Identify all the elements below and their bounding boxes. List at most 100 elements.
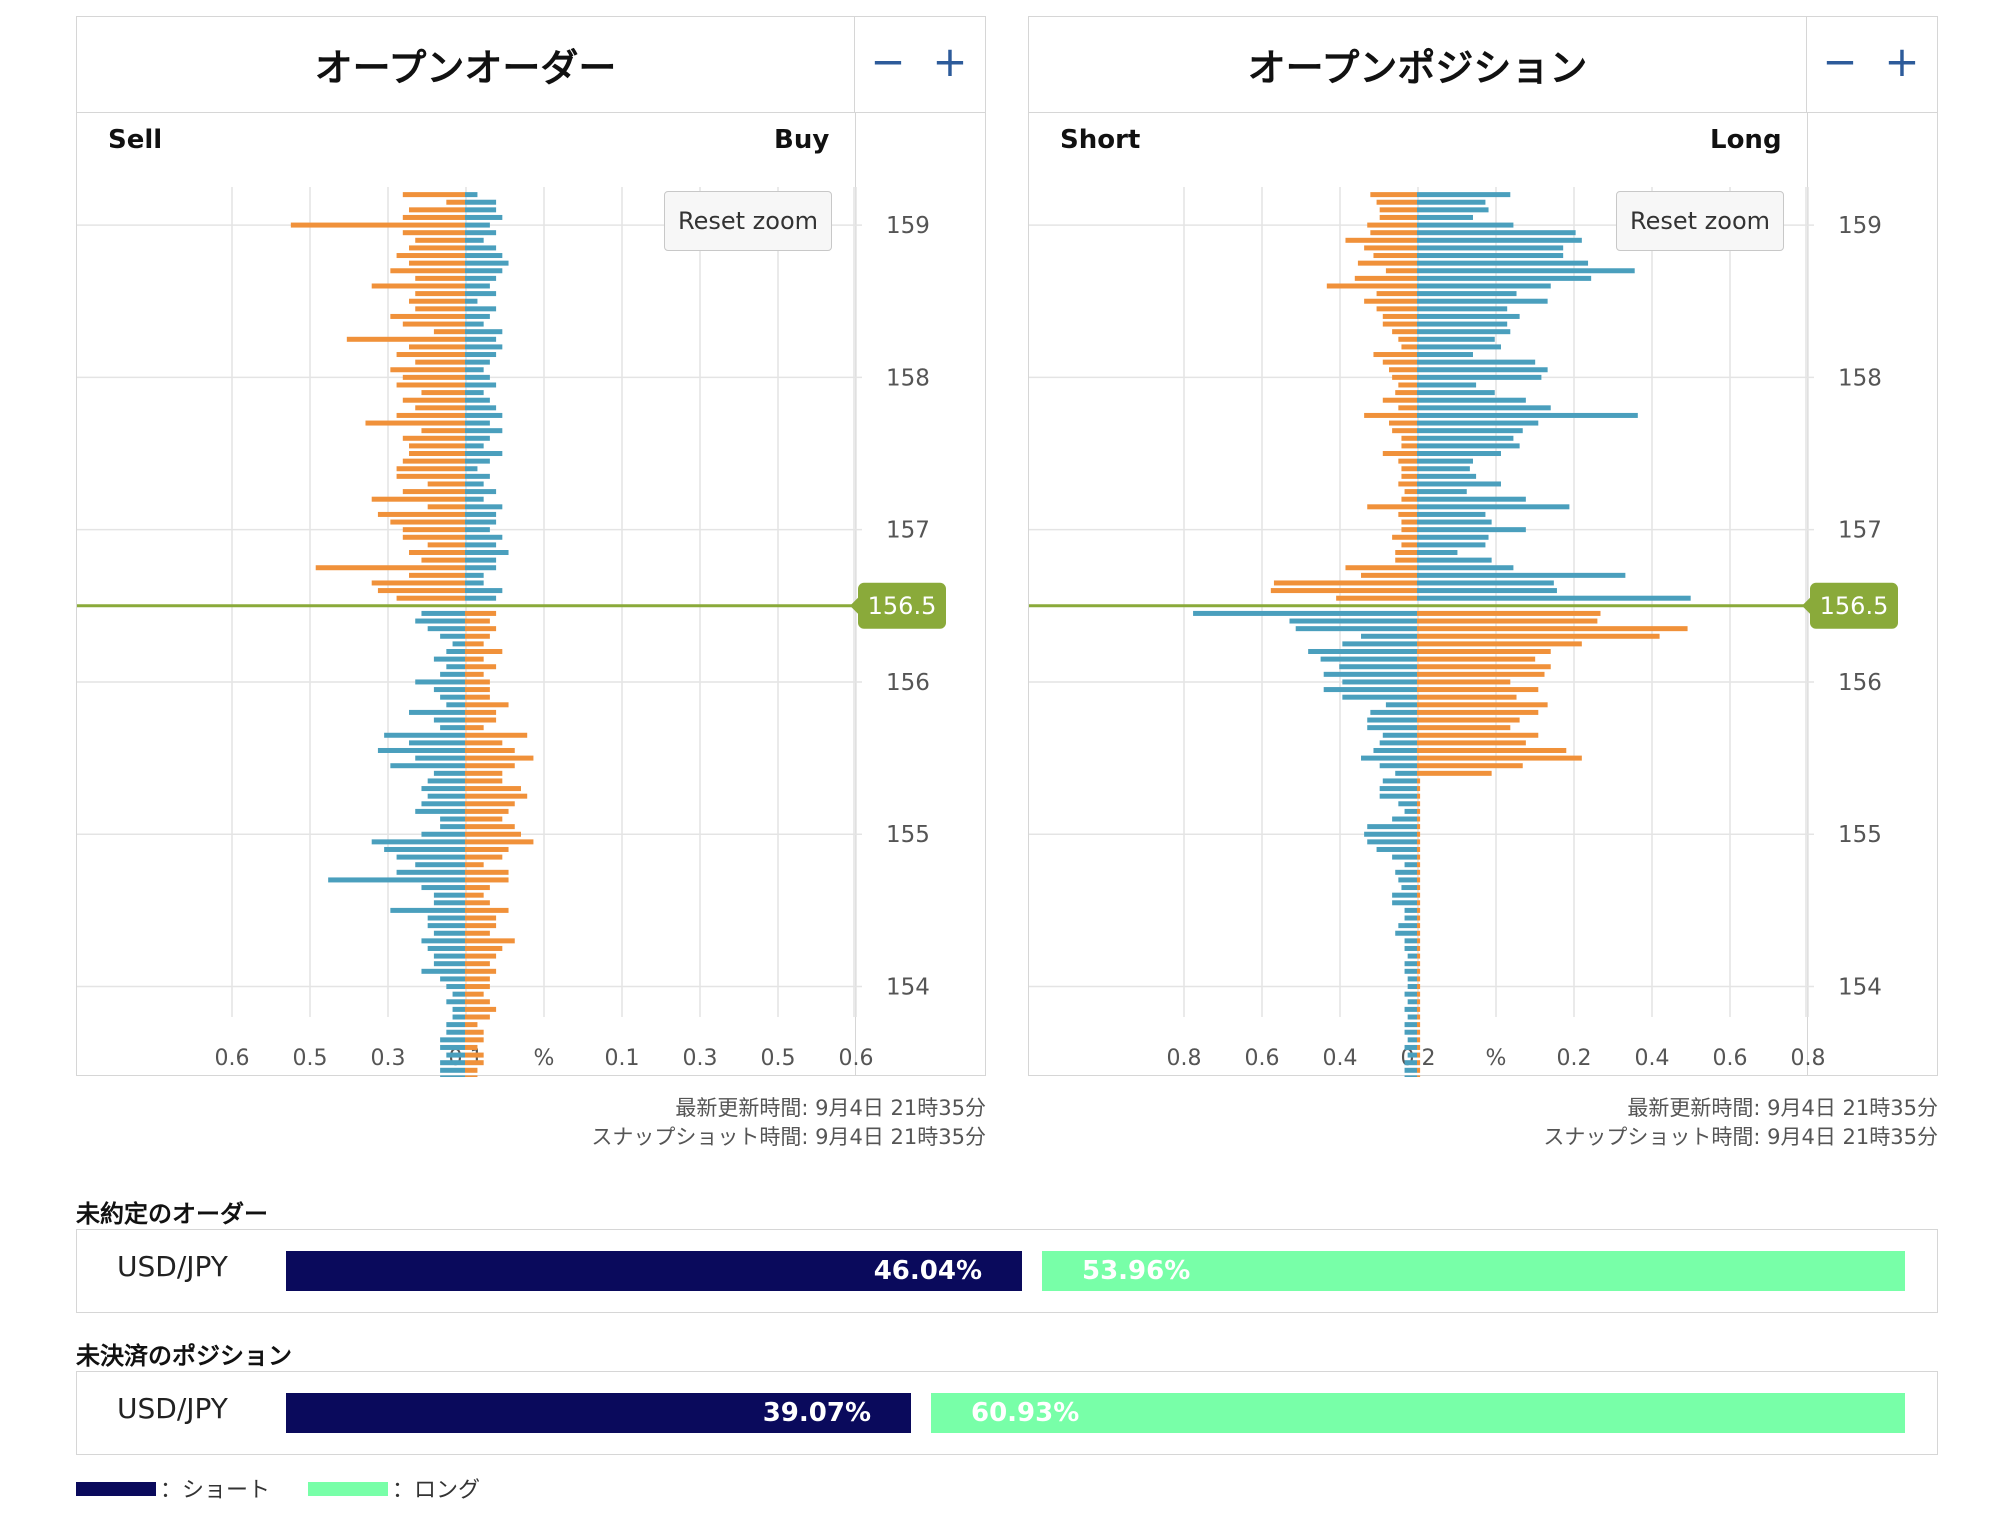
orders-zoom-in-button[interactable]: + xyxy=(932,37,968,86)
orders-right-bar xyxy=(465,709,497,715)
positions-left-bar xyxy=(1361,572,1417,578)
positions-left-bar xyxy=(1401,885,1417,891)
orders-right-bar xyxy=(465,534,503,540)
positions-left-bar xyxy=(1370,192,1417,198)
orders-right-bar xyxy=(465,336,497,342)
orders-left-bar xyxy=(452,1006,465,1012)
positions-left-bar xyxy=(1379,214,1417,220)
orders-left-bar xyxy=(396,595,465,601)
orders-x-tick: 0.1 xyxy=(605,1046,640,1071)
orders-right-bar xyxy=(465,405,497,411)
positions-left-bar xyxy=(1376,199,1417,205)
positions-left-bar xyxy=(1376,291,1417,297)
orders-left-bar xyxy=(409,443,465,449)
orders-left-bar xyxy=(433,930,465,936)
positions-right-bar xyxy=(1417,824,1421,830)
orders-right-bar xyxy=(465,1060,484,1066)
positions-x-tick: 0.8 xyxy=(1791,1046,1826,1071)
positions-right-bar xyxy=(1417,671,1545,677)
orders-reset-zoom-button[interactable]: Reset zoom xyxy=(664,191,832,251)
orders-right-bar xyxy=(465,489,497,495)
positions-right-bar xyxy=(1417,595,1691,601)
orders-left-bar xyxy=(433,961,465,967)
positions-right-bar xyxy=(1417,260,1589,266)
positions-right-bar xyxy=(1417,778,1421,784)
orders-right-bar xyxy=(465,877,509,883)
orders-current-price-label: 156.5 xyxy=(868,592,937,620)
orders-left-bar xyxy=(427,945,465,951)
orders-y-tick: 156 xyxy=(886,670,930,696)
orders-zoom-out-button[interactable]: − xyxy=(870,37,906,86)
orders-left-bar xyxy=(421,786,465,792)
positions-x-tick: 0.6 xyxy=(1713,1046,1748,1071)
orders-left-bar xyxy=(427,778,465,784)
positions-y-tick: 156 xyxy=(1838,670,1882,696)
positions-left-bar xyxy=(1373,352,1417,358)
orders-x-tick: 0.1 xyxy=(449,1046,484,1071)
orders-snapshot-time: スナップショット時間: 9月4日 21時35分 xyxy=(591,1125,986,1149)
orders-left-bar xyxy=(402,321,465,327)
orders-left-bar xyxy=(396,412,465,418)
orders-left-bar xyxy=(427,504,465,510)
positions-right-bar xyxy=(1417,199,1486,205)
positions-right-bar xyxy=(1417,740,1526,746)
orders-left-bar xyxy=(440,1060,465,1066)
orders-left-bar xyxy=(433,770,465,776)
positions-right-bar xyxy=(1417,755,1582,761)
positions-right-bar xyxy=(1417,283,1551,289)
positions-left-bar xyxy=(1404,968,1417,974)
orders-right-bar xyxy=(465,671,484,677)
positions-left-bar xyxy=(1342,641,1417,647)
orders-left-bar xyxy=(421,885,465,891)
orders-right-bar xyxy=(465,793,528,799)
positions-left-bar xyxy=(1370,709,1417,715)
orders-left-bar xyxy=(440,1044,465,1050)
positions-right-bar xyxy=(1417,443,1520,449)
orders-left-bar xyxy=(346,336,465,342)
orders-right-bar xyxy=(465,542,497,548)
orders-left-bar xyxy=(409,207,465,213)
positions-right-bar xyxy=(1417,557,1492,563)
orders-left-bar xyxy=(415,808,465,814)
positions-x-tick: 0.4 xyxy=(1635,1046,1670,1071)
orders-right-bar xyxy=(465,496,484,502)
orders-right-bar xyxy=(465,626,497,632)
positions-zoom-in-button[interactable]: + xyxy=(1884,37,1920,86)
positions-left-bar xyxy=(1395,869,1417,875)
positions-y-tick: 159 xyxy=(1838,213,1882,239)
positions-right-bar xyxy=(1417,732,1539,738)
positions-right-bar xyxy=(1417,1022,1421,1028)
orders-left-bar xyxy=(328,877,465,883)
orders-right-bar xyxy=(465,329,503,335)
positions-right-bar xyxy=(1417,717,1520,723)
positions-left-bar xyxy=(1364,831,1417,837)
orders-right-bar xyxy=(465,451,503,457)
orders-right-bar xyxy=(465,679,490,685)
orders-right-bar xyxy=(465,1052,484,1058)
positions-left-bar xyxy=(1407,1052,1417,1058)
positions-right-bar xyxy=(1417,1044,1421,1050)
positions-right-bar xyxy=(1417,214,1473,220)
orders-left-bar xyxy=(433,329,465,335)
positions-left-bar xyxy=(1345,237,1417,243)
positions-right-bar xyxy=(1417,253,1564,259)
positions-right-bar xyxy=(1417,786,1421,792)
positions-right-bar xyxy=(1417,359,1536,365)
orders-summary-pair: USD/JPY xyxy=(117,1250,228,1283)
positions-right-bar xyxy=(1417,534,1489,540)
orders-left-bar xyxy=(415,275,465,281)
positions-left-bar xyxy=(1395,390,1417,396)
orders-right-bar xyxy=(465,976,490,982)
orders-right-bar xyxy=(465,382,497,388)
orders-right-bar xyxy=(465,283,490,289)
positions-right-bar xyxy=(1417,313,1520,319)
orders-right-bar xyxy=(465,412,503,418)
positions-left-bar xyxy=(1379,207,1417,213)
positions-left-bar xyxy=(1404,1044,1417,1050)
orders-left-bar xyxy=(440,671,465,677)
positions-reset-zoom-button[interactable]: Reset zoom xyxy=(1616,191,1784,251)
orders-x-tick: 0.3 xyxy=(683,1046,718,1071)
positions-zoom-out-button[interactable]: − xyxy=(1822,37,1858,86)
orders-right-bar xyxy=(465,199,497,205)
orders-left-bar xyxy=(446,648,465,654)
